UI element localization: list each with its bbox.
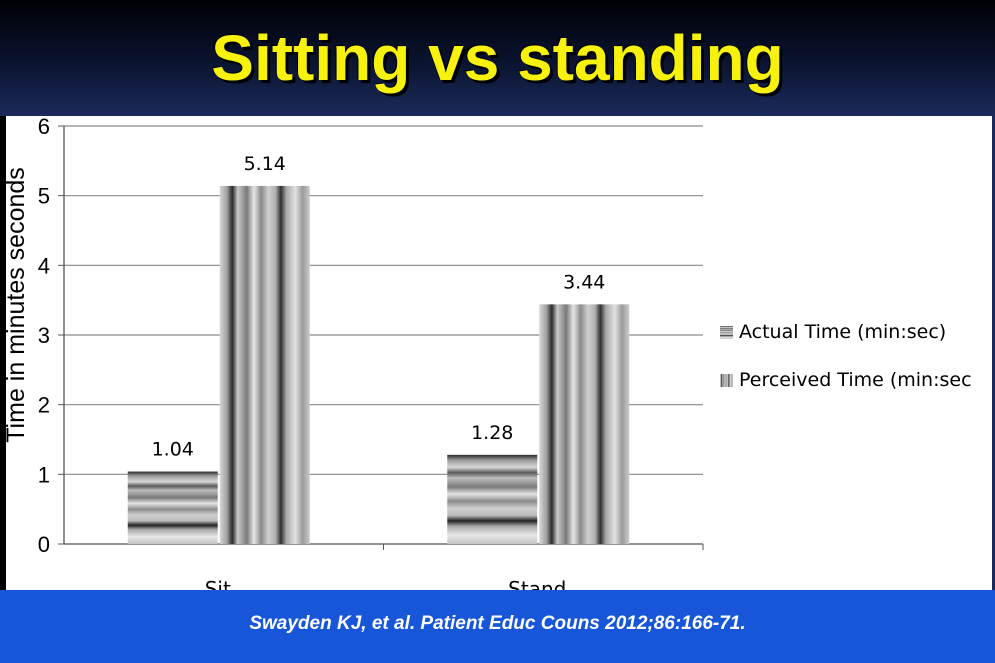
x-tick-label: Sit (205, 577, 231, 590)
y-tick-label: 3 (38, 323, 50, 348)
bars (127, 185, 630, 544)
y-tick-label: 2 (38, 393, 50, 418)
data-label: 1.04 (152, 439, 194, 461)
legend-swatch (720, 326, 733, 339)
y-tick-label: 5 (38, 184, 50, 209)
legend-swatch (720, 374, 733, 387)
legend-label: Perceived Time (min:sec (739, 369, 972, 391)
right-edge (992, 116, 995, 590)
legend-label: Actual Time (min:sec) (739, 321, 946, 343)
y-tick-label: 6 (38, 116, 50, 139)
citation: Swayden KJ, et al. Patient Educ Couns 20… (249, 613, 746, 634)
bar (127, 471, 218, 544)
data-labels: 1.04 5.14 1.28 3.44 (152, 153, 606, 461)
title-bar: Sitting vs standing (0, 0, 995, 116)
data-label: 3.44 (563, 271, 605, 293)
y-tick-label: 1 (38, 462, 50, 487)
slide-title: Sitting vs standing (211, 22, 784, 94)
bar-chart: 0 1 2 3 4 5 6 Sit Stand 1.04 5.14 1.28 3.44 Actual … (6, 116, 972, 590)
bar (447, 454, 538, 544)
legend: Actual Time (min:sec) Perceived Time (min… (720, 321, 972, 391)
bar (219, 185, 310, 544)
citation-bar: Swayden KJ, et al. Patient Educ Couns 20… (0, 590, 995, 663)
y-tick-label: 0 (38, 532, 50, 557)
data-label: 1.28 (471, 422, 513, 444)
bar (539, 304, 630, 544)
y-tick-label: 4 (38, 253, 50, 278)
chart-panel: 0 1 2 3 4 5 6 Sit Stand 1.04 5.14 1.28 3.44 Actual … (6, 116, 995, 590)
data-label: 5.14 (244, 153, 286, 175)
x-tick-label: Stand (508, 577, 566, 590)
y-axis-label: Time in minutes seconds (6, 167, 30, 443)
